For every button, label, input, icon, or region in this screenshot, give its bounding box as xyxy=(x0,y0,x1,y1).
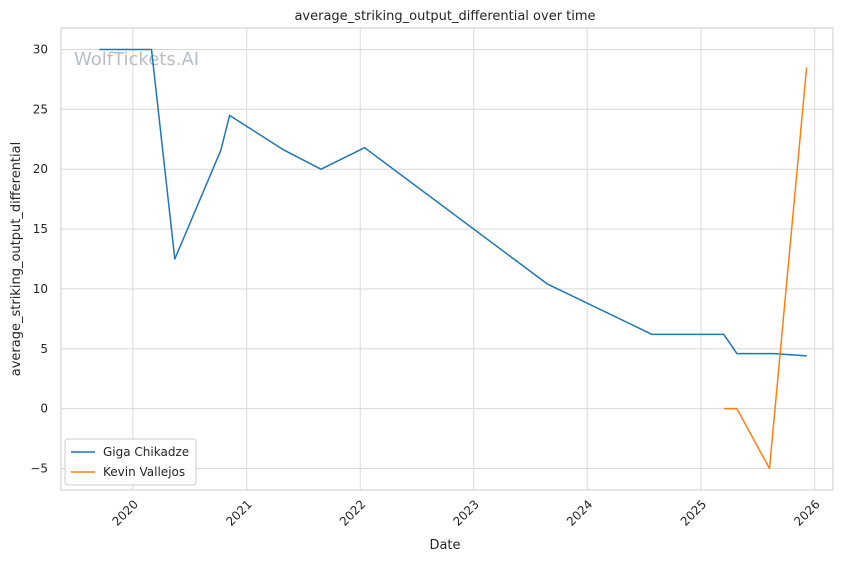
x-tick-label: 2023 xyxy=(450,497,481,528)
legend: Giga Chikadze Kevin Vallejos xyxy=(64,438,197,486)
series-line xyxy=(723,67,808,470)
legend-label: Giga Chikadze xyxy=(103,445,189,459)
y-tick-label: 5 xyxy=(40,342,48,356)
x-axis-ticks: 2020 2021 2022 2023 2024 2025 2026 xyxy=(109,497,822,528)
legend-label: Kevin Vallejos xyxy=(103,465,185,479)
y-tick-label: 10 xyxy=(33,282,48,296)
x-tick-label: 2026 xyxy=(791,497,822,528)
x-tick-label: 2020 xyxy=(109,497,140,528)
plot-frame xyxy=(60,27,834,491)
chart-title: average_striking_output_differential ove… xyxy=(294,9,595,24)
y-axis-title: average_striking_output_differential xyxy=(9,142,24,376)
x-tick-label: 2021 xyxy=(223,497,254,528)
series-line xyxy=(99,48,807,357)
plot-grid xyxy=(61,28,833,490)
x-tick-label: 2024 xyxy=(564,497,595,528)
y-tick-label: 30 xyxy=(33,43,48,57)
y-tick-label: 20 xyxy=(33,162,48,176)
y-tick-label: 15 xyxy=(33,222,48,236)
y-tick-label: −5 xyxy=(30,461,48,475)
y-axis-ticks: −5 0 5 10 15 20 25 30 xyxy=(30,43,48,476)
y-tick-label: 25 xyxy=(33,102,48,116)
x-tick-label: 2025 xyxy=(678,497,709,528)
y-tick-label: 0 xyxy=(40,402,48,416)
series-group xyxy=(99,48,808,470)
x-axis-title: Date xyxy=(429,538,460,553)
watermark-text: WolfTickets.AI xyxy=(74,49,199,70)
x-tick-label: 2022 xyxy=(337,497,368,528)
legend-box xyxy=(64,438,197,486)
